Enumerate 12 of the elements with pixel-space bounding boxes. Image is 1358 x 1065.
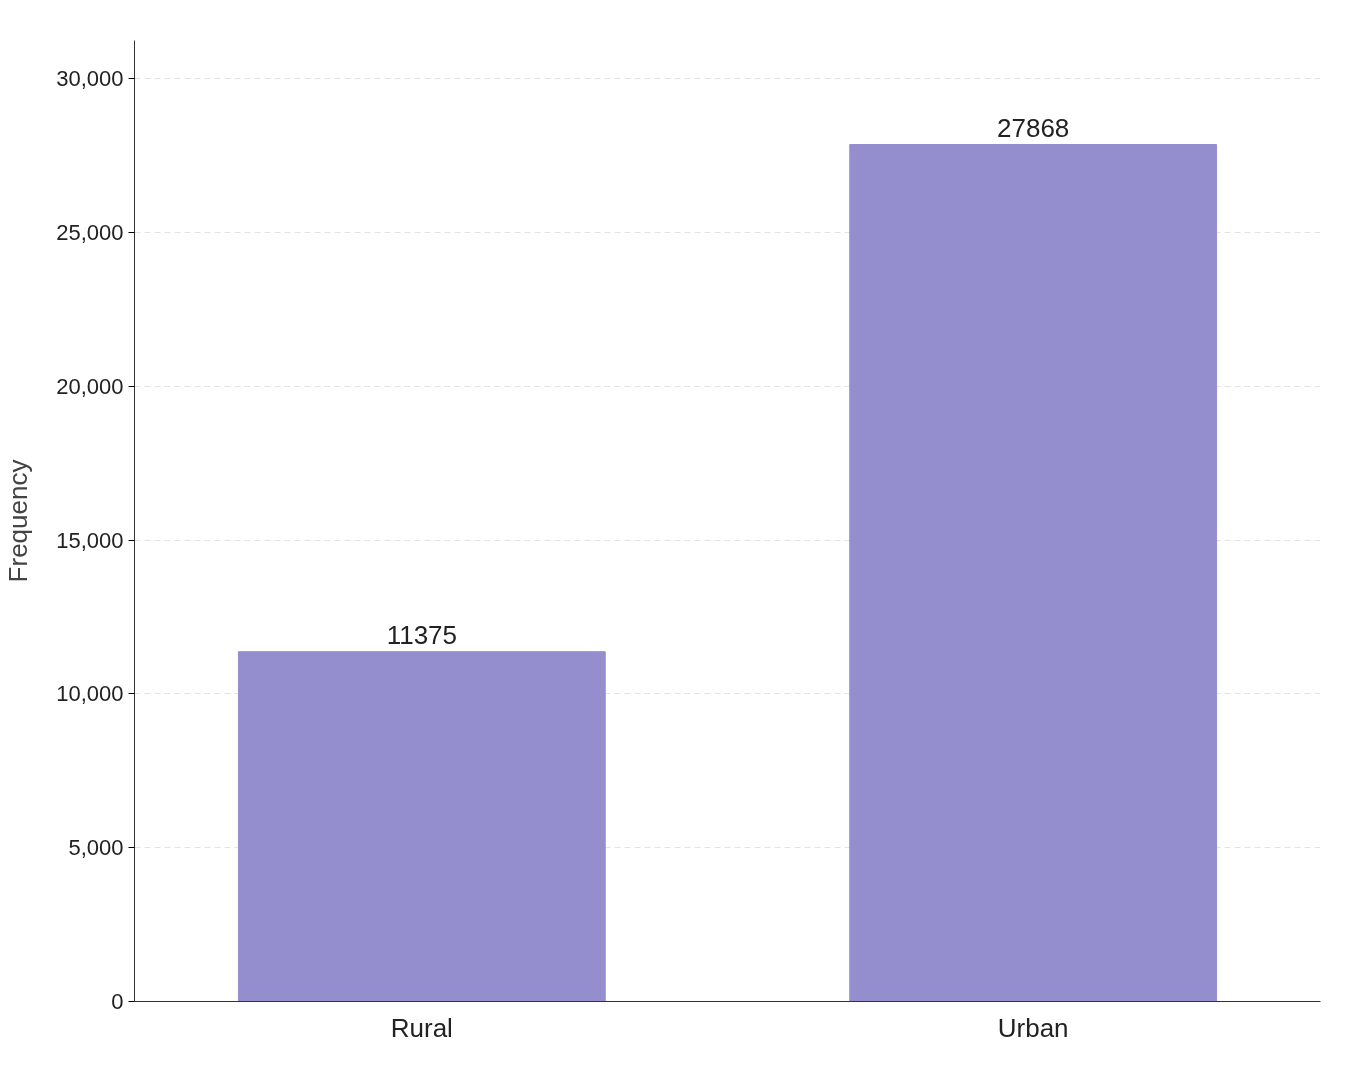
y-tick-label: 30,000 xyxy=(56,66,124,92)
y-tick-label: 25,000 xyxy=(56,220,124,246)
y-tick-label: 20,000 xyxy=(56,373,124,399)
y-tick-label: 0 xyxy=(111,989,124,1014)
data-label: 27868 xyxy=(997,112,1070,143)
y-tick-label: 10,000 xyxy=(56,681,124,707)
data-label: 11375 xyxy=(386,619,458,650)
x-tick-label: Urban xyxy=(997,1012,1069,1043)
y-axis-title: Frequency xyxy=(3,459,34,583)
x-tick-label: Rural xyxy=(390,1012,453,1043)
y-tick-label: 5,000 xyxy=(68,835,124,861)
y-tick-label: 15,000 xyxy=(56,527,124,553)
